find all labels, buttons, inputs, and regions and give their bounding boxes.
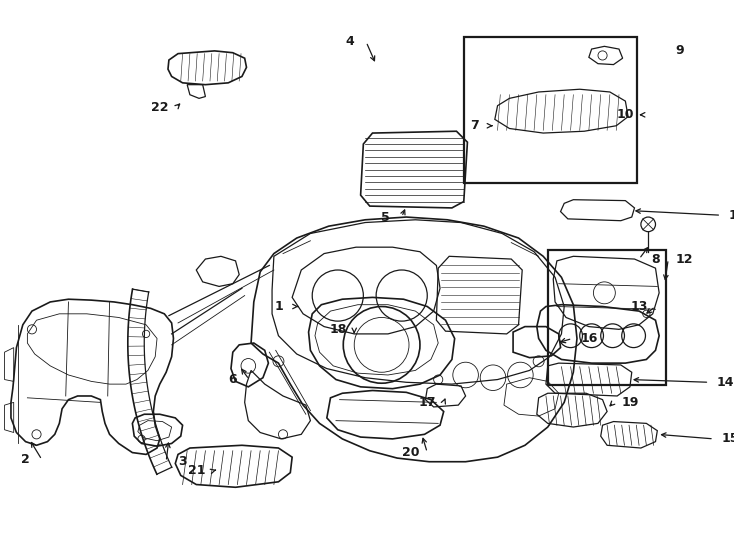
Text: 5: 5: [381, 211, 390, 224]
Text: 17: 17: [418, 396, 436, 409]
Text: 20: 20: [402, 446, 420, 459]
Text: 2: 2: [21, 454, 30, 467]
Text: 19: 19: [621, 396, 639, 409]
Text: 14: 14: [717, 376, 734, 389]
Text: 6: 6: [228, 373, 237, 386]
Text: 10: 10: [617, 109, 634, 122]
Text: 15: 15: [722, 433, 734, 446]
Text: 13: 13: [631, 300, 647, 313]
Bar: [464, 37, 637, 183]
Text: 8: 8: [651, 253, 660, 266]
Text: 21: 21: [187, 464, 205, 477]
Text: 1: 1: [274, 300, 283, 313]
Text: 7: 7: [470, 119, 479, 132]
Text: 11: 11: [729, 209, 734, 222]
Text: 12: 12: [676, 253, 694, 266]
Text: 3: 3: [178, 455, 187, 468]
Bar: [548, 250, 666, 385]
Text: 16: 16: [580, 332, 597, 345]
Text: 22: 22: [151, 101, 169, 114]
Text: 4: 4: [345, 35, 354, 48]
Text: 9: 9: [676, 44, 685, 57]
Text: 18: 18: [329, 323, 346, 336]
